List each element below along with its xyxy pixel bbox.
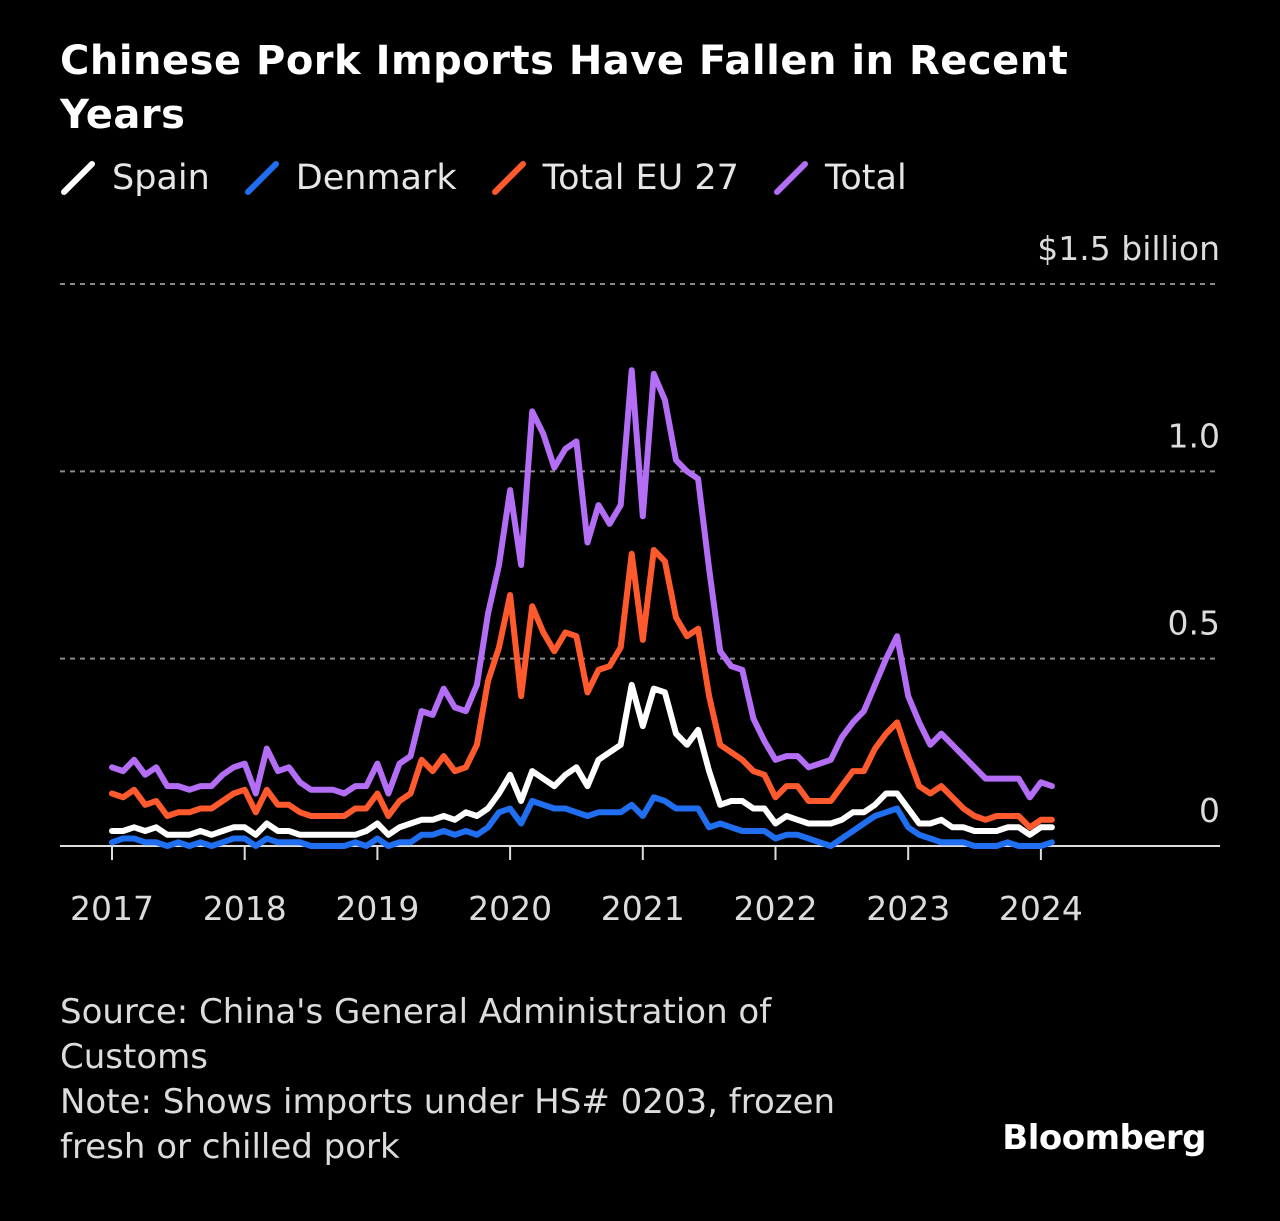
x-tick-label: 2024 xyxy=(999,889,1083,928)
source-line-1: Source: China's General Administration o… xyxy=(60,992,772,1032)
legend-swatch-denmark-icon xyxy=(244,161,279,195)
series-line-total-eu-27 xyxy=(109,547,1055,831)
source-line-2: Customs xyxy=(60,1037,208,1077)
y-tick-label: 0 xyxy=(1199,791,1220,830)
legend-item-total-eu27: Total EU 27 xyxy=(491,158,739,198)
series-line-denmark xyxy=(109,794,1055,849)
x-tick-label: 2023 xyxy=(866,889,950,928)
bloomberg-logo: Bloomberg xyxy=(1002,1118,1206,1158)
note-line-2: fresh or chilled pork xyxy=(60,1127,400,1167)
legend-label-spain: Spain xyxy=(112,158,210,198)
legend-label-total: Total xyxy=(824,158,907,198)
chart-notes: Source: China's General Administration o… xyxy=(60,990,860,1170)
legend-swatch-total-icon xyxy=(773,161,808,195)
x-tick-label: 2017 xyxy=(70,889,154,928)
x-tick-label: 2022 xyxy=(734,889,818,928)
chart-title: Chinese Pork Imports Have Fallen in Rece… xyxy=(60,38,1069,138)
y-tick-label: 0.5 xyxy=(1168,604,1220,643)
x-tick-label: 2020 xyxy=(468,889,552,928)
legend-item-total: Total xyxy=(773,158,907,198)
legend-item-spain: Spain xyxy=(60,158,210,198)
line-chart: 0 0.5 1.0 $1.5 billion 2017 2018 2019 2020 2021 2… xyxy=(60,229,1220,928)
x-tick-label: 2018 xyxy=(203,889,287,928)
x-tick-label: 2019 xyxy=(335,889,419,928)
legend-item-denmark: Denmark xyxy=(244,158,457,198)
series-line-spain xyxy=(109,681,1055,838)
x-tick-label: 2021 xyxy=(601,889,685,928)
legend-swatch-total-eu27-icon xyxy=(491,161,526,195)
y-tick-label: $1.5 billion xyxy=(1037,229,1220,268)
legend-swatch-spain-icon xyxy=(61,161,95,195)
y-tick-label: 1.0 xyxy=(1168,416,1220,455)
series-line-total xyxy=(109,367,1055,801)
legend-label-denmark: Denmark xyxy=(295,158,457,198)
legend-label-total-eu27: Total EU 27 xyxy=(542,158,739,198)
legend: Spain Denmark Total EU 27 Total xyxy=(60,154,941,202)
note-line-1: Note: Shows imports under HS# 0203, froz… xyxy=(60,1082,836,1122)
